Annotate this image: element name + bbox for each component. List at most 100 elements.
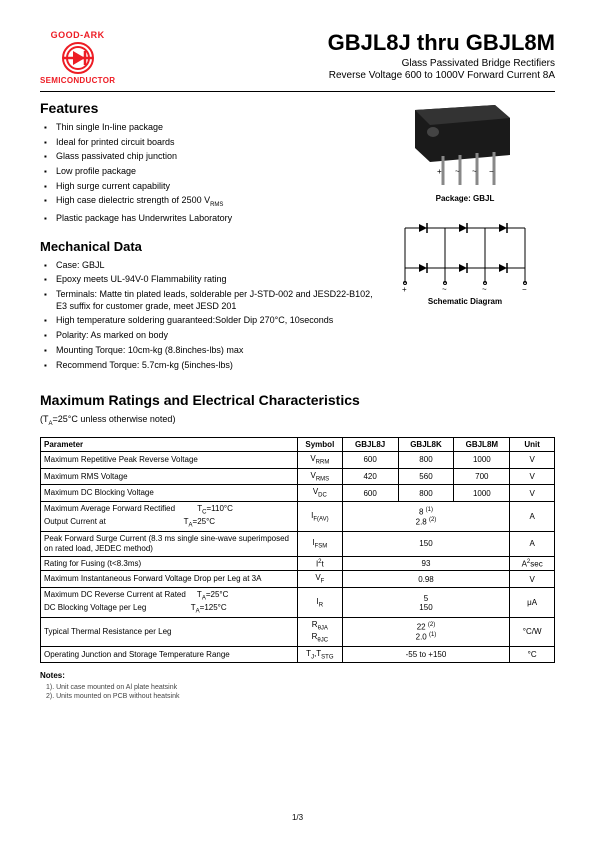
value-cell: 700 (454, 468, 510, 485)
symbol-cell: RθJARθJC (298, 618, 343, 646)
table-header: Symbol (298, 438, 343, 452)
unit-cell: A (510, 501, 555, 532)
note-item: 2). Units mounted on PCB without heatsin… (46, 693, 555, 700)
table-row: Maximum RMS VoltageVRMS420560700V (41, 468, 555, 485)
mechanical-item: Terminals: Matte tin plated leads, solde… (44, 289, 375, 312)
svg-text:−: − (489, 167, 494, 176)
table-row: Peak Forward Surge Current (8.3 ms singl… (41, 532, 555, 556)
value-cell: 600 (342, 452, 398, 469)
mechanical-item: High temperature soldering guaranteed:So… (44, 315, 375, 327)
mechanical-item: Epoxy meets UL-94V-0 Flammability rating (44, 274, 375, 286)
title-block: GBJL8J thru GBJL8M Glass Passivated Brid… (135, 30, 555, 81)
unit-cell: V (510, 468, 555, 485)
table-row: Typical Thermal Resistance per LegRθJARθ… (41, 618, 555, 646)
features-list: Thin single In-line package Ideal for pri… (40, 122, 375, 225)
page-title: GBJL8J thru GBJL8M (135, 30, 555, 56)
table-header: Parameter (41, 438, 298, 452)
logo: GOOD-ARK SEMICONDUCTOR (40, 30, 115, 85)
mechanical-item: Polarity: As marked on body (44, 330, 375, 342)
param-cell: Rating for Fusing (t<8.3ms) (41, 556, 298, 571)
symbol-cell: VF (298, 571, 343, 588)
svg-text:~: ~ (472, 167, 477, 176)
value-cell: 22 (2)2.0 (1) (342, 618, 510, 646)
param-cell: Maximum RMS Voltage (41, 468, 298, 485)
features-item: High case dielectric strength of 2500 VR… (44, 195, 375, 210)
features-item: High surge current capability (44, 181, 375, 193)
logo-bottom-text: SEMICONDUCTOR (40, 76, 115, 85)
ratings-condition: (TA=25°C unless otherwise noted) (40, 414, 555, 427)
value-cell: 8 (1)2.8 (2) (342, 501, 510, 532)
mechanical-item: Case: GBJL (44, 260, 375, 272)
features-item: Thin single In-line package (44, 122, 375, 134)
symbol-cell: IR (298, 587, 343, 618)
unit-cell: °C (510, 646, 555, 663)
unit-cell: V (510, 485, 555, 502)
table-header: GBJL8J (342, 438, 398, 452)
unit-cell: °C/W (510, 618, 555, 646)
unit-cell: V (510, 452, 555, 469)
svg-text:+: + (402, 285, 407, 293)
package-image: + ~ ~ − (395, 100, 535, 190)
value-cell: 5150 (342, 587, 510, 618)
header: GOOD-ARK SEMICONDUCTOR GBJL8J thru GBJL8… (40, 30, 555, 85)
symbol-cell: VRRM (298, 452, 343, 469)
subtitle-1: Glass Passivated Bridge Rectifiers (135, 58, 555, 69)
value-cell: 560 (398, 468, 454, 485)
symbol-cell: VRMS (298, 468, 343, 485)
symbol-cell: TJ,TSTG (298, 646, 343, 663)
table-row: Maximum DC Reverse Current at Rated TA=2… (41, 587, 555, 618)
logo-icon (56, 42, 100, 74)
schematic-diagram: + ~ ~ − (395, 213, 535, 293)
param-cell: Maximum Average Forward Rectified TC=110… (41, 501, 298, 532)
ratings-title: Maximum Ratings and Electrical Character… (40, 392, 555, 408)
logo-top-text: GOOD-ARK (51, 30, 105, 40)
param-cell: Maximum Instantaneous Forward Voltage Dr… (41, 571, 298, 588)
mechanical-title: Mechanical Data (40, 239, 375, 254)
value-cell: 420 (342, 468, 398, 485)
symbol-cell: I2t (298, 556, 343, 571)
param-cell: Maximum DC Reverse Current at Rated TA=2… (41, 587, 298, 618)
table-row: Operating Junction and Storage Temperatu… (41, 646, 555, 663)
table-header: Unit (510, 438, 555, 452)
table-row: Maximum Repetitive Peak Reverse VoltageV… (41, 452, 555, 469)
param-cell: Peak Forward Surge Current (8.3 ms singl… (41, 532, 298, 556)
package-caption: Package: GBJL (375, 194, 555, 203)
note-item: 1). Unit case mounted on Al plate heatsi… (46, 684, 555, 691)
ratings-table: ParameterSymbolGBJL8JGBJL8KGBJL8MUnit Ma… (40, 437, 555, 663)
value-cell: 1000 (454, 485, 510, 502)
value-cell: 1000 (454, 452, 510, 469)
unit-cell: V (510, 571, 555, 588)
features-item: Low profile package (44, 166, 375, 178)
divider (40, 91, 555, 92)
symbol-cell: IF(AV) (298, 501, 343, 532)
table-row: Maximum DC Blocking VoltageVDC6008001000… (41, 485, 555, 502)
param-cell: Operating Junction and Storage Temperatu… (41, 646, 298, 663)
table-row: Maximum Average Forward Rectified TC=110… (41, 501, 555, 532)
subtitle-2: Reverse Voltage 600 to 1000V Forward Cur… (135, 70, 555, 81)
value-cell: 0.98 (342, 571, 510, 588)
page-number: 1/3 (0, 813, 595, 822)
notes-title: Notes: (40, 671, 555, 680)
value-cell: 600 (342, 485, 398, 502)
svg-text:~: ~ (455, 167, 460, 176)
table-row: Rating for Fusing (t<8.3ms)I2t93A2sec (41, 556, 555, 571)
param-cell: Maximum DC Blocking Voltage (41, 485, 298, 502)
table-row: Maximum Instantaneous Forward Voltage Dr… (41, 571, 555, 588)
svg-text:−: − (522, 285, 527, 293)
unit-cell: A (510, 532, 555, 556)
symbol-cell: IFSM (298, 532, 343, 556)
value-cell: 800 (398, 485, 454, 502)
svg-text:~: ~ (442, 285, 447, 293)
symbol-cell: VDC (298, 485, 343, 502)
value-cell: 150 (342, 532, 510, 556)
features-item: Plastic package has Underwrites Laborato… (44, 213, 375, 225)
unit-cell: A2sec (510, 556, 555, 571)
svg-text:~: ~ (482, 285, 487, 293)
features-title: Features (40, 100, 375, 116)
features-item: Glass passivated chip junction (44, 151, 375, 163)
features-item: Ideal for printed circuit boards (44, 137, 375, 149)
value-cell: 800 (398, 452, 454, 469)
mechanical-item: Mounting Torque: 10cm-kg (8.8inches-lbs)… (44, 345, 375, 357)
svg-text:+: + (437, 167, 442, 176)
table-header: GBJL8K (398, 438, 454, 452)
